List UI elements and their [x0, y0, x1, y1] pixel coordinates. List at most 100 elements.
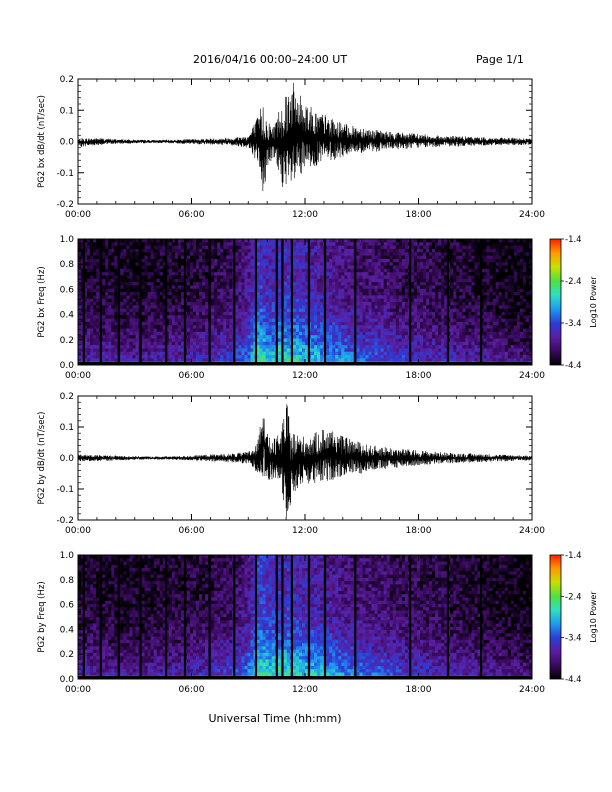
- spectrogram-cell: [365, 278, 369, 283]
- spectrogram-cell: [398, 305, 403, 310]
- spectrogram-cell: [286, 318, 291, 323]
- spectrogram-cell: [141, 311, 145, 316]
- spectrogram-cell: [126, 255, 130, 260]
- spectrogram-cell: [420, 325, 424, 329]
- spectrogram-cell: [292, 302, 297, 306]
- spectrogram-cell: [165, 282, 170, 286]
- spectrogram-cell: [292, 351, 297, 356]
- spectrogram-cell: [444, 315, 448, 319]
- spectrogram-cell: [344, 239, 348, 243]
- spectrogram-cell: [120, 288, 124, 293]
- spectrogram-cell: [96, 258, 100, 263]
- spectrogram-cell: [404, 305, 409, 310]
- spectrogram-cell: [129, 331, 133, 336]
- spectrogram-cell: [398, 308, 403, 313]
- spectrogram-cell: [93, 351, 97, 356]
- spectrogram-cell: [271, 268, 276, 273]
- spectrogram-cell: [314, 308, 318, 313]
- spectrogram-cell: [350, 285, 354, 290]
- spectrogram-cell: [87, 308, 91, 313]
- spectrogram-cell: [132, 255, 136, 260]
- spectrogram-cell: [392, 315, 397, 319]
- spectrogram-cell: [162, 275, 167, 280]
- spectrogram-cell: [217, 255, 221, 260]
- spectrogram-cell: [298, 358, 303, 363]
- spectrogram-cell: [126, 328, 130, 333]
- spectrogram-cell: [462, 358, 466, 363]
- spectrogram-cell: [147, 341, 152, 346]
- spectrogram-cell: [398, 311, 403, 316]
- spectrogram-cell: [244, 311, 248, 316]
- spectrogram-cell: [126, 302, 130, 306]
- spectrogram-cell: [365, 335, 369, 339]
- spectrogram-cell: [456, 308, 460, 313]
- spectrogram-cell: [305, 351, 309, 356]
- spectrogram-cell: [205, 282, 209, 286]
- spectrogram-cell: [356, 321, 360, 326]
- spectrogram-cell: [223, 255, 227, 260]
- spectrogram-cell: [268, 242, 273, 247]
- spectrogram-cell: [147, 278, 152, 283]
- spectrogram-cell: [114, 341, 118, 346]
- spectrogram-cell: [229, 295, 233, 300]
- spectrogram-cell: [171, 331, 176, 336]
- spectrogram-cell: [114, 348, 118, 353]
- spectrogram-cell: [326, 358, 330, 363]
- spectrogram-cell: [126, 331, 130, 336]
- spectrogram-cell: [120, 321, 124, 326]
- spectrogram-cell: [159, 318, 164, 323]
- spectrogram-cell: [362, 268, 366, 273]
- spectrogram-cell: [147, 265, 152, 270]
- spectrogram-cell: [202, 248, 206, 253]
- spectrogram-cell: [229, 318, 233, 323]
- spectrogram-cell: [438, 262, 442, 266]
- spectrogram-cell: [344, 275, 348, 280]
- spectrogram-cell: [362, 358, 366, 363]
- spectrogram-cell: [189, 325, 194, 329]
- spectrogram-cell: [305, 348, 309, 353]
- spectrogram-cell: [404, 292, 409, 296]
- spectrogram-cell: [435, 318, 439, 323]
- spectrogram-cell: [413, 325, 418, 329]
- spectrogram-cell: [441, 292, 445, 296]
- spectrogram-cell: [326, 275, 330, 280]
- spectrogram-cell: [189, 311, 194, 316]
- spectrogram-cell: [126, 298, 130, 303]
- spectrogram-cell: [298, 318, 303, 323]
- spectrogram-cell: [238, 321, 242, 326]
- spectrogram-cell: [413, 328, 418, 333]
- spectrogram-cell: [311, 295, 315, 300]
- spectrogram-cell: [177, 318, 182, 323]
- spectrogram-cell: [235, 331, 239, 336]
- spectrogram-cell: [235, 318, 239, 323]
- spectrogram-cell: [186, 351, 191, 356]
- spectrogram-cell: [174, 355, 179, 359]
- spectrogram-cell: [311, 321, 315, 326]
- spectrogram-cell: [301, 318, 306, 323]
- spectrogram-cell: [174, 302, 179, 306]
- spectrogram-cell: [283, 325, 288, 329]
- spectrogram-cell: [283, 351, 288, 356]
- spectrogram-cell: [392, 318, 397, 323]
- spectrogram-cell: [235, 302, 239, 306]
- spectrogram-cell: [105, 318, 109, 323]
- spectrogram-cell: [141, 335, 145, 339]
- spectrogram-cell: [238, 265, 242, 270]
- spectrogram-cell: [132, 292, 136, 296]
- spectrogram-cell: [459, 265, 463, 270]
- spectrogram-cell: [456, 325, 460, 329]
- spectrogram-cell: [283, 321, 288, 326]
- spectrogram-cell: [277, 268, 282, 273]
- spectrogram-cell: [196, 239, 200, 243]
- spectrogram-cell: [93, 341, 97, 346]
- spectrogram-cell: [165, 245, 170, 250]
- spectrogram-cell: [426, 302, 430, 306]
- spectrogram-cell: [214, 358, 218, 363]
- spectrogram-cell: [159, 311, 164, 316]
- spectrogram-cell: [438, 308, 442, 313]
- spectrogram-cell: [102, 335, 106, 339]
- spectrogram-cell: [365, 272, 369, 276]
- spectrogram-cell: [301, 308, 306, 313]
- spectrogram-cell: [298, 265, 303, 270]
- spectrogram-cell: [453, 298, 457, 303]
